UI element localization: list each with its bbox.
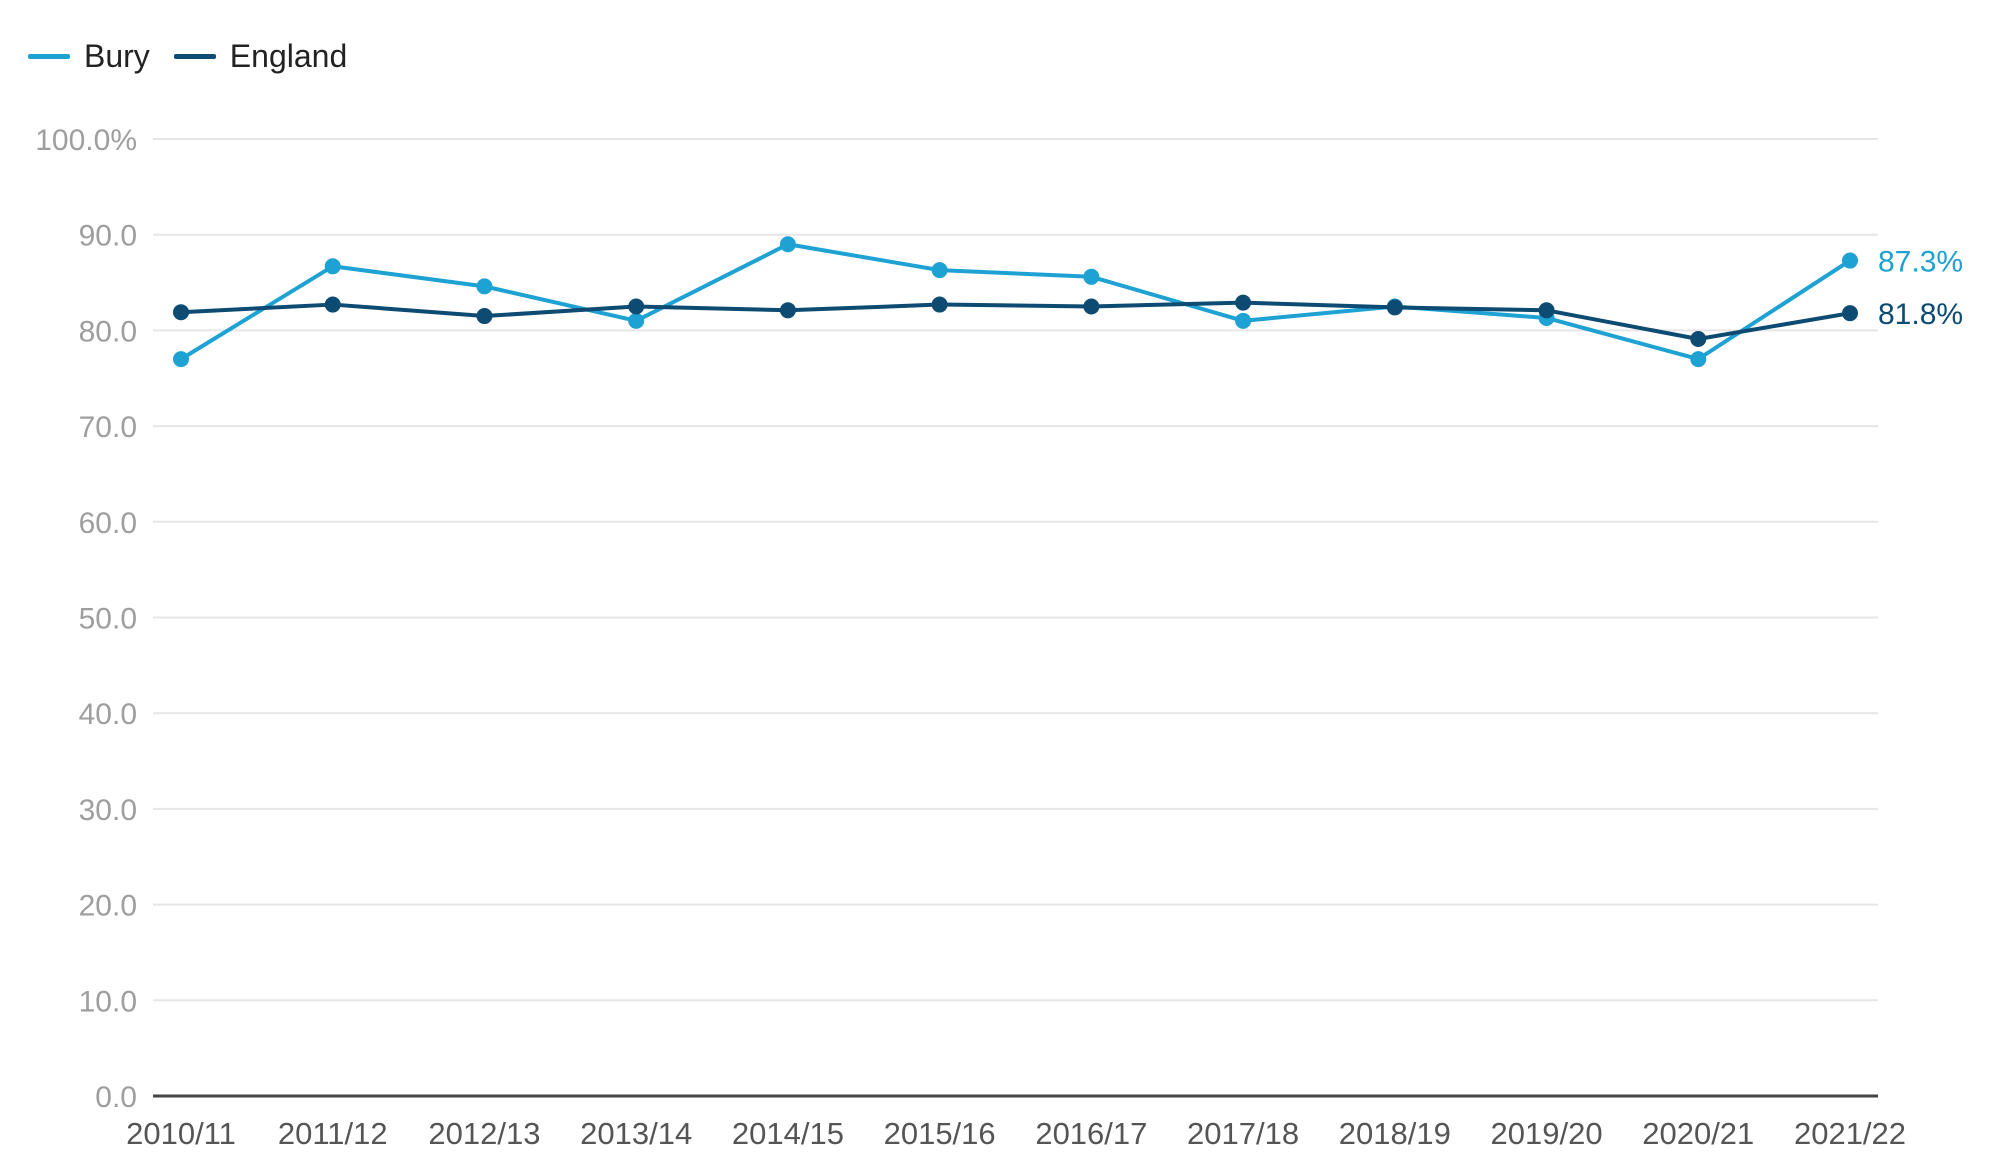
x-tick-label: 2019/20 — [1491, 1116, 1603, 1151]
data-point-england — [1083, 298, 1100, 315]
data-point-bury — [324, 258, 341, 275]
data-point-england — [628, 298, 645, 315]
y-tick-label: 0.0 — [95, 1081, 137, 1114]
y-tick-label: 80.0 — [79, 315, 137, 348]
legend: Bury England — [28, 38, 347, 75]
y-tick-label: 70.0 — [79, 411, 137, 444]
legend-label-bury: Bury — [84, 38, 150, 74]
series-line-england — [180, 300, 1851, 342]
data-point-bury — [1842, 252, 1858, 269]
legend-item-bury: Bury — [28, 38, 150, 75]
x-tick-label: 2013/14 — [580, 1116, 692, 1151]
x-tick-label: 2017/18 — [1187, 1116, 1299, 1151]
data-point-bury — [476, 278, 493, 295]
data-point-england — [1538, 302, 1555, 319]
y-tick-label: 90.0 — [79, 220, 137, 253]
y-tick-label: 10.0 — [79, 985, 137, 1018]
series-line-bury — [179, 242, 1852, 362]
legend-label-england: England — [229, 38, 348, 74]
data-point-bury — [1235, 312, 1252, 329]
end-label-england: 81.8% — [1878, 298, 1963, 331]
data-point-england — [931, 296, 948, 313]
y-tick-label: 60.0 — [79, 507, 137, 540]
x-tick-label: 2020/21 — [1642, 1116, 1754, 1151]
label-layer: 87.3% 81.8% — [1878, 246, 1963, 332]
y-tick-label: 30.0 — [79, 794, 137, 827]
x-tick-label: 2010/11 — [126, 1116, 236, 1151]
data-point-england — [324, 296, 341, 313]
x-tick-label: 2015/16 — [884, 1116, 996, 1151]
end-label-bury: 87.3% — [1878, 246, 1963, 279]
data-point-bury — [779, 236, 796, 253]
data-point-england — [1386, 299, 1403, 316]
x-tick-label: 2012/13 — [428, 1116, 540, 1151]
legend-swatch-bury — [28, 54, 70, 59]
data-point-bury — [1690, 351, 1707, 368]
data-point-bury — [628, 312, 645, 329]
y-tick-label: 20.0 — [79, 890, 137, 923]
grid-layer — [153, 138, 1878, 1002]
data-point-bury — [1083, 268, 1100, 285]
y-tick-label: 50.0 — [79, 603, 137, 636]
legend-item-england: England — [173, 38, 348, 75]
data-point-england — [1842, 305, 1858, 322]
data-point-england — [1690, 331, 1707, 348]
data-point-england — [173, 304, 189, 321]
data-point-bury — [173, 351, 189, 368]
y-tick-label: 40.0 — [79, 698, 137, 731]
x-tick-label: 2018/19 — [1339, 1116, 1451, 1151]
axis-layer: 0.0 10.0 20.0 30.0 40.0 50.0 60.0 70.0 80.0 90.0 1… — [35, 124, 1906, 1151]
data-point-england — [1235, 294, 1252, 311]
series-layer — [173, 236, 1858, 368]
x-tick-label: 2014/15 — [732, 1116, 844, 1151]
legend-swatch-england — [173, 54, 216, 59]
y-tick-label: 100.0% — [35, 124, 137, 157]
x-tick-label: 2021/22 — [1794, 1116, 1906, 1151]
x-tick-label: 2011/12 — [278, 1116, 388, 1151]
data-point-bury — [931, 262, 948, 279]
data-point-england — [476, 308, 493, 325]
x-tick-label: 2016/17 — [1035, 1116, 1147, 1151]
data-point-england — [779, 302, 796, 319]
